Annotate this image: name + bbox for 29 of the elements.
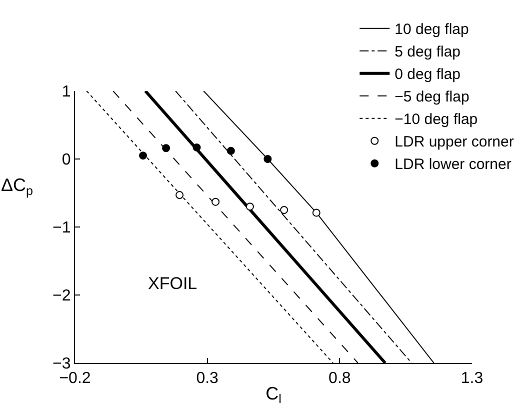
- x-tick-label: −0.2: [59, 370, 91, 388]
- point: [246, 202, 254, 211]
- legend-label: 5 deg flap: [394, 44, 461, 61]
- point: [226, 146, 235, 155]
- point: [212, 198, 220, 206]
- legend-label: −5 deg flap: [394, 88, 470, 106]
- y-tick-label: −1: [52, 220, 71, 237]
- x-tick-label: 0.8: [328, 370, 351, 388]
- point: [264, 155, 272, 163]
- point: [139, 152, 148, 160]
- y-axis-title: ΔC$_{p}$: [1, 175, 34, 198]
- point: [162, 144, 170, 152]
- y-tick-label: −3: [52, 356, 71, 373]
- legend-label: 10 deg flap: [394, 21, 469, 38]
- point: [176, 191, 184, 200]
- legend-label: −10 deg flap: [394, 111, 478, 128]
- point: [312, 208, 320, 217]
- x-tick-label: 0.3: [196, 370, 219, 388]
- legend-label: 0 deg flap: [394, 66, 461, 84]
- y-tick-label: −2: [52, 288, 71, 305]
- annotation: XFOIL: [148, 274, 198, 293]
- point: [192, 143, 201, 152]
- legend-label: LDR upper corner: [394, 134, 514, 151]
- y-tick-label: 1: [62, 84, 71, 101]
- legend-label: LDR lower corner: [394, 156, 512, 174]
- y-tick-label: 0: [62, 152, 71, 169]
- x-tick-label: 1.3: [460, 370, 484, 388]
- x-axis-title: C$_{l}$: [266, 383, 282, 406]
- point: [280, 206, 288, 214]
